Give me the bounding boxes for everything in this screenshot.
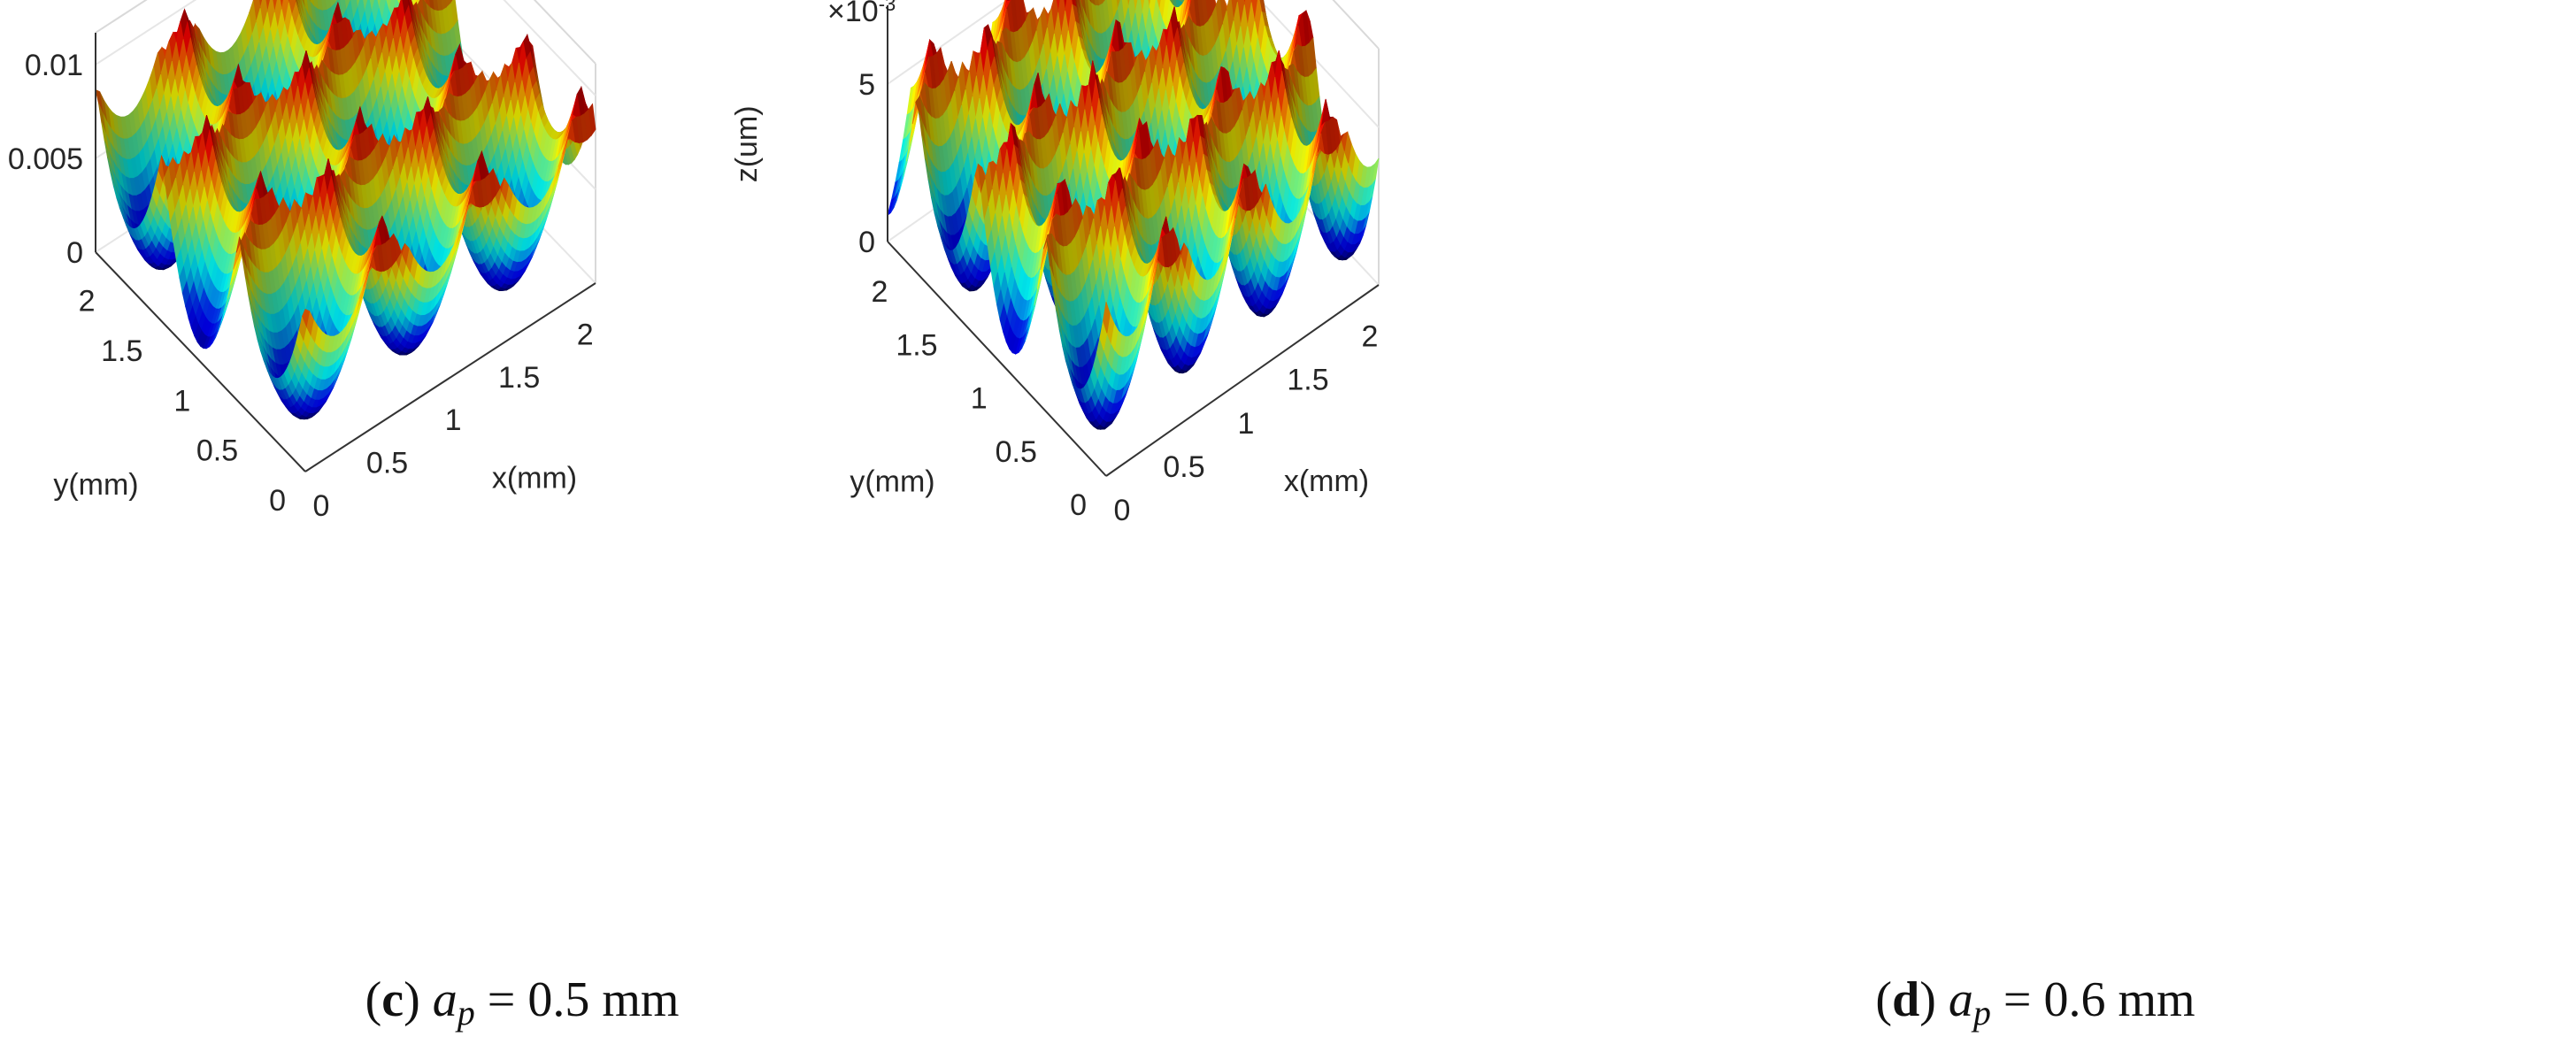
y-tick-label: 1: [173, 384, 190, 418]
surface: [95, 0, 596, 420]
box-edge: [95, 0, 148, 34]
x-tick-label: 2: [577, 318, 594, 351]
y-tick-label: 0.5: [196, 434, 238, 468]
surface-patch: [376, 0, 381, 9]
x-tick-label: 0.5: [366, 447, 408, 480]
z-tick-label: 0: [66, 236, 83, 270]
x-tick-label: 0: [313, 489, 330, 523]
z-tick-label: 0.01: [25, 49, 83, 82]
x-tick-label: 1: [445, 403, 462, 437]
x-axis-label: x(mm): [492, 462, 577, 495]
z-tick-label: 0.005: [8, 142, 83, 176]
box-edge: [533, 0, 596, 65]
surface-plot-c: 00.511.5200.511.5200.0050.01x(mm)y(mm)z(…: [8, 0, 596, 523]
z-gridline: [95, 0, 596, 96]
y-tick-label: 1.5: [101, 334, 142, 368]
x-tick-label: 1.5: [498, 361, 540, 395]
y-tick-label: 2: [79, 285, 96, 319]
y-axis-label: y(mm): [53, 468, 138, 502]
y-tick-label: 0: [269, 484, 286, 518]
